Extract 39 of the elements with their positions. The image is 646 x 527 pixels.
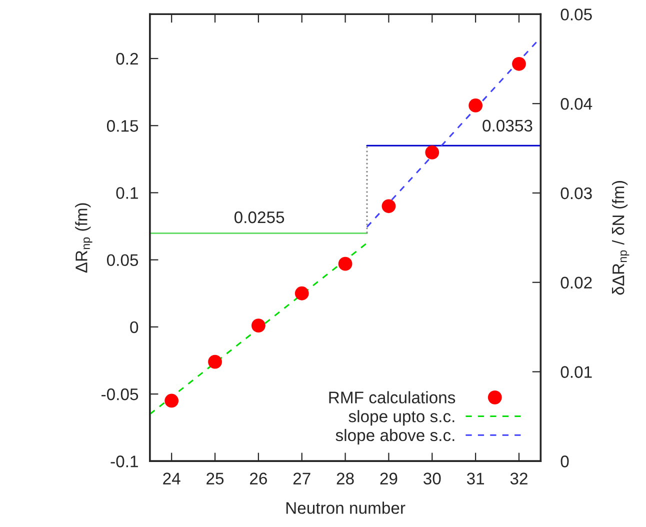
y2-tick-label: 0.05 [560, 8, 592, 20]
y-tick-label: 0.1 [116, 187, 138, 199]
x-tick-label: 30 [424, 472, 441, 484]
y2-tick-label: 0.02 [560, 276, 592, 289]
x-tick-label: 29 [380, 472, 398, 484]
point [382, 199, 396, 214]
point [294, 286, 309, 300]
point [425, 146, 440, 160]
y2-tick-label: 0.03 [560, 187, 592, 200]
y-tick-label: 0 [130, 321, 138, 334]
y-tick-label: -0.1 [110, 456, 138, 468]
x-tick-label: 24 [163, 472, 180, 484]
annotation: 0.0255 [234, 211, 284, 224]
y-tick-label: 0.15 [106, 120, 138, 132]
point [468, 98, 483, 112]
x-tick-label: 28 [336, 472, 354, 484]
x-tick-label: 32 [510, 472, 528, 484]
y-tick-label: -0.05 [102, 388, 138, 400]
y2-axis-title: δΔR$_{np}$ / δN (fm) [612, 180, 630, 295]
annotation: 0.0353 [482, 120, 532, 132]
x-tick-label: 26 [250, 472, 267, 484]
y2-tick-label: 0.01 [560, 366, 592, 378]
y-tick-label: 0.05 [106, 254, 138, 266]
point [512, 56, 526, 71]
y-tick-label: 0.2 [116, 52, 138, 65]
point [251, 318, 266, 333]
point [338, 256, 352, 271]
x-tick-label: 25 [206, 472, 224, 484]
legend-label: slope upto s.c. [348, 410, 454, 426]
y2-tick-label: 0.04 [560, 98, 592, 110]
x-tick-label: 27 [293, 472, 310, 484]
y-axis-title: ΔR$_{np}$ (fm) [75, 203, 92, 273]
x-axis-title: Neutron number [286, 502, 406, 514]
legend-label: RMF calculations [329, 391, 456, 404]
point [164, 394, 179, 408]
legend-label: slope above s.c. [336, 428, 454, 444]
point [208, 354, 222, 369]
y2-tick-label: 0 [560, 456, 569, 468]
x-tick-label: 31 [466, 472, 484, 484]
